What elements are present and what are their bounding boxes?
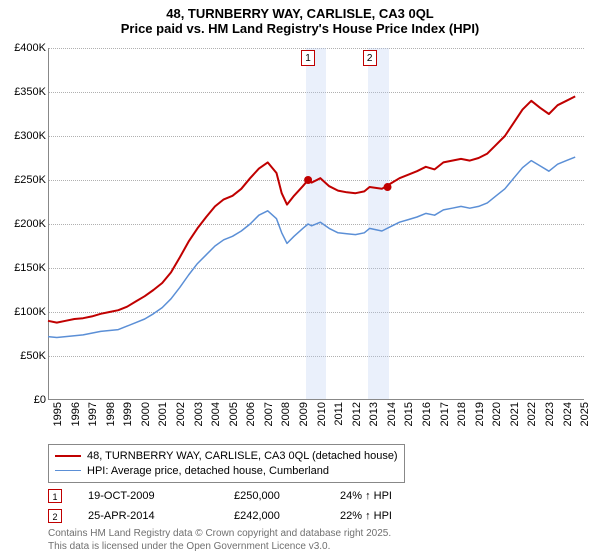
y-tick-label: £150K (0, 262, 46, 274)
legend-row: 48, TURNBERRY WAY, CARLISLE, CA3 0QL (de… (55, 448, 398, 463)
sale-date: 25-APR-2014 (88, 510, 208, 522)
x-tick-label: 2000 (140, 402, 152, 442)
x-tick-label: 2006 (245, 402, 257, 442)
footer-line1: Contains HM Land Registry data © Crown c… (48, 528, 391, 541)
footer-attribution: Contains HM Land Registry data © Crown c… (48, 528, 391, 553)
sale-hpi: 22% ↑ HPI (340, 510, 450, 522)
x-tick-label: 2005 (228, 402, 240, 442)
legend-row: HPI: Average price, detached house, Cumb… (55, 463, 398, 478)
y-tick-label: £100K (0, 306, 46, 318)
footer-line2: This data is licensed under the Open Gov… (48, 541, 391, 554)
y-tick-label: £400K (0, 42, 46, 54)
legend: 48, TURNBERRY WAY, CARLISLE, CA3 0QL (de… (48, 444, 405, 483)
sale-point (384, 183, 392, 191)
plot-svg (48, 48, 584, 400)
x-tick-label: 2001 (157, 402, 169, 442)
sale-index-box: 2 (48, 509, 62, 523)
title-subtitle: Price paid vs. HM Land Registry's House … (0, 21, 600, 36)
x-tick-label: 1997 (87, 402, 99, 442)
x-tick-label: 2020 (491, 402, 503, 442)
y-tick-label: £50K (0, 350, 46, 362)
x-tick-label: 2015 (403, 402, 415, 442)
x-tick-label: 2022 (526, 402, 538, 442)
legend-label: 48, TURNBERRY WAY, CARLISLE, CA3 0QL (de… (87, 450, 398, 462)
x-tick-label: 1996 (70, 402, 82, 442)
sales-table: 1 19-OCT-2009 £250,000 24% ↑ HPI 2 25-APR-201… (48, 486, 568, 526)
marker-box: 2 (363, 50, 377, 66)
x-tick-label: 2008 (280, 402, 292, 442)
x-tick-label: 1998 (105, 402, 117, 442)
title-block: 48, TURNBERRY WAY, CARLISLE, CA3 0QL Pri… (0, 0, 600, 36)
legend-swatch (55, 470, 81, 471)
x-tick-label: 2014 (386, 402, 398, 442)
sale-date: 19-OCT-2009 (88, 490, 208, 502)
x-tick-label: 1999 (122, 402, 134, 442)
series-line (48, 96, 575, 322)
x-tick-label: 2009 (298, 402, 310, 442)
sale-point (304, 176, 312, 184)
marker-box: 1 (301, 50, 315, 66)
x-tick-label: 2023 (544, 402, 556, 442)
y-tick-label: £200K (0, 218, 46, 230)
x-tick-label: 2007 (263, 402, 275, 442)
sale-index-box: 1 (48, 489, 62, 503)
x-tick-label: 2025 (579, 402, 591, 442)
x-tick-label: 2003 (193, 402, 205, 442)
y-tick-label: £0 (0, 394, 46, 406)
x-tick-label: 2017 (439, 402, 451, 442)
x-tick-label: 2002 (175, 402, 187, 442)
legend-label: HPI: Average price, detached house, Cumb… (87, 465, 329, 477)
x-tick-label: 2012 (351, 402, 363, 442)
y-tick-label: £300K (0, 130, 46, 142)
y-tick-label: £350K (0, 86, 46, 98)
x-tick-label: 2019 (474, 402, 486, 442)
x-tick-label: 2010 (316, 402, 328, 442)
legend-swatch (55, 455, 81, 457)
x-tick-label: 2024 (562, 402, 574, 442)
x-tick-label: 2016 (421, 402, 433, 442)
x-tick-label: 1995 (52, 402, 64, 442)
x-tick-label: 2004 (210, 402, 222, 442)
sale-price: £250,000 (234, 490, 314, 502)
chart-container: 48, TURNBERRY WAY, CARLISLE, CA3 0QL Pri… (0, 0, 600, 560)
x-tick-label: 2021 (509, 402, 521, 442)
sale-row: 2 25-APR-2014 £242,000 22% ↑ HPI (48, 506, 568, 526)
title-address: 48, TURNBERRY WAY, CARLISLE, CA3 0QL (0, 6, 600, 21)
x-tick-label: 2011 (333, 402, 345, 442)
sale-row: 1 19-OCT-2009 £250,000 24% ↑ HPI (48, 486, 568, 506)
x-tick-label: 2013 (368, 402, 380, 442)
x-tick-label: 2018 (456, 402, 468, 442)
series-line (48, 157, 575, 337)
sale-price: £242,000 (234, 510, 314, 522)
sale-hpi: 24% ↑ HPI (340, 490, 450, 502)
y-tick-label: £250K (0, 174, 46, 186)
